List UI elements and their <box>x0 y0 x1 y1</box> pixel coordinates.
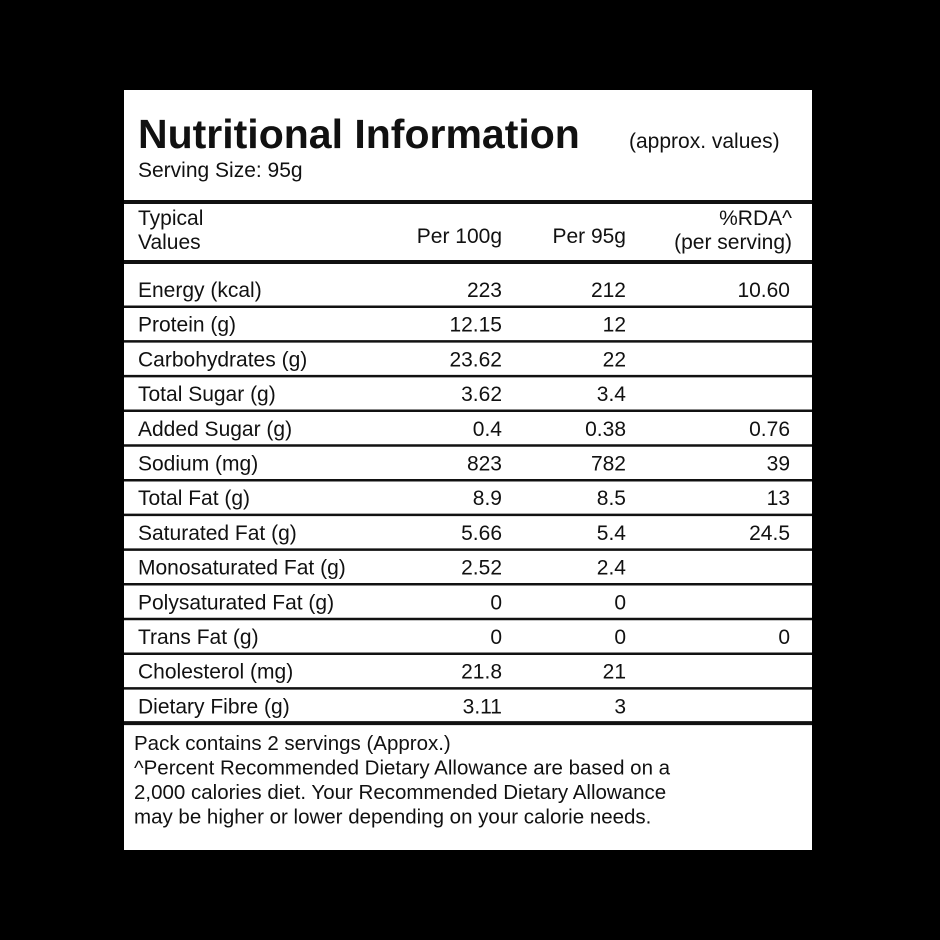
cell: 0.76 <box>749 418 790 441</box>
cell: 3.4 <box>597 383 627 406</box>
title: Nutritional Information <box>138 111 580 157</box>
cell: 5.4 <box>597 522 627 545</box>
column-header: Per 95g <box>552 225 626 248</box>
cell: 3.11 <box>463 695 502 718</box>
cell: 5.66 <box>461 522 502 545</box>
row-label: Saturated Fat (g) <box>138 522 297 545</box>
row-label: Total Fat (g) <box>138 487 250 510</box>
row-label: Energy (kcal) <box>138 279 262 302</box>
cell: 2.52 <box>461 557 502 580</box>
cell: 0 <box>490 626 502 649</box>
cell: 21 <box>603 661 626 684</box>
column-header: %RDA^ <box>719 207 792 230</box>
footnote: Pack contains 2 servings (Approx.) <box>134 732 451 755</box>
cell: 8.9 <box>473 487 502 510</box>
cell: 0 <box>614 591 626 614</box>
column-header: Typical <box>138 207 203 230</box>
cell: 39 <box>767 453 790 476</box>
row-label: Sodium (mg) <box>138 453 258 476</box>
serving-size: Serving Size: 95g <box>138 159 303 182</box>
cell: 22 <box>603 348 626 371</box>
cell: 0 <box>778 626 790 649</box>
cell: 12.15 <box>449 314 502 337</box>
cell: 21.8 <box>461 661 502 684</box>
cell: 24.5 <box>749 522 790 545</box>
column-header: Values <box>138 231 201 254</box>
row-label: Added Sugar (g) <box>138 418 292 441</box>
row-label: Monosaturated Fat (g) <box>138 557 346 580</box>
title-note: (approx. values) <box>629 130 780 153</box>
cell: 823 <box>467 453 502 476</box>
cell: 0 <box>614 626 626 649</box>
cell: 0.38 <box>585 418 626 441</box>
row-label: Total Sugar (g) <box>138 383 276 406</box>
footnote: ^Percent Recommended Dietary Allowance a… <box>134 757 671 780</box>
row-label: Polysaturated Fat (g) <box>138 591 334 614</box>
column-header: (per serving) <box>674 231 792 254</box>
cell: 0 <box>490 591 502 614</box>
cell: 13 <box>767 487 790 510</box>
row-label: Cholesterol (mg) <box>138 661 293 684</box>
cell: 3.62 <box>461 383 502 406</box>
column-header: Per 100g <box>417 225 502 248</box>
cell: 212 <box>591 279 626 302</box>
cell: 782 <box>591 453 626 476</box>
footnote: may be higher or lower depending on your… <box>134 806 651 829</box>
footnote: 2,000 calories diet. Your Recommended Di… <box>134 781 666 804</box>
cell: 12 <box>603 314 626 337</box>
row-label: Trans Fat (g) <box>138 626 259 649</box>
row-label: Protein (g) <box>138 314 236 337</box>
row-label: Carbohydrates (g) <box>138 348 307 371</box>
cell: 223 <box>467 279 502 302</box>
cell: 3 <box>614 695 626 718</box>
cell: 10.60 <box>737 279 790 302</box>
cell: 0.4 <box>473 418 503 441</box>
row-label: Dietary Fibre (g) <box>138 695 290 718</box>
cell: 23.62 <box>449 348 502 371</box>
cell: 8.5 <box>597 487 626 510</box>
cell: 2.4 <box>597 557 627 580</box>
